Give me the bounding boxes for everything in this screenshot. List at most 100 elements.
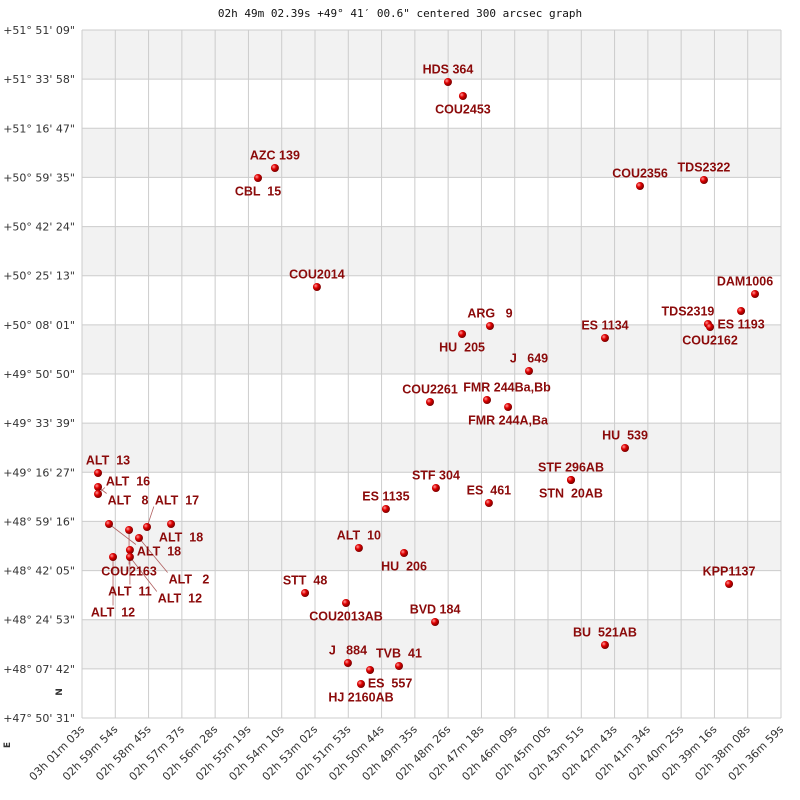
star-label: ALT 18 (137, 545, 181, 559)
y-tick-label: +50° 08' 01" (3, 319, 75, 332)
y-tick-label: +47° 50' 31" (3, 712, 75, 725)
star-label: STF 304 (412, 468, 460, 482)
y-tick-label: +50° 42' 24" (3, 221, 75, 234)
star-point (312, 282, 321, 291)
star-point (342, 599, 351, 608)
star-label: FMR 244A,Ba (468, 413, 549, 427)
star-point (443, 77, 452, 86)
star-label: ES 461 (467, 484, 512, 498)
y-tick-label: +48° 59' 16" (3, 515, 75, 528)
star-label: COU2261 (402, 382, 458, 396)
grey-band (82, 423, 781, 473)
star-label: ES 1134 (581, 318, 628, 332)
grey-band (82, 128, 781, 178)
star-point (94, 469, 103, 478)
star-point (431, 617, 440, 626)
star-label: ES 1135 (362, 489, 409, 503)
star-label: ALT 16 (106, 475, 150, 489)
star-point (105, 520, 114, 529)
star-label: ALT 11 (108, 584, 152, 598)
star-point (706, 322, 715, 331)
star-label: ALT 12 (158, 591, 202, 605)
star-point (254, 173, 263, 182)
star-label: DAM1006 (717, 274, 773, 288)
star-label: TDS2319 (662, 304, 715, 318)
star-point (301, 589, 310, 598)
star-label: HDS 364 (423, 62, 474, 76)
star-point (458, 91, 467, 100)
star-label: ARG 9 (467, 307, 512, 321)
y-tick-label: +50° 59' 35" (3, 171, 75, 184)
star-label: COU2453 (435, 102, 491, 116)
star-point (482, 395, 491, 404)
star-label: FMR 244Ba,Bb (463, 380, 551, 394)
star-point (167, 520, 176, 529)
star-point (504, 402, 513, 411)
y-tick-label: +48° 42' 05" (3, 565, 75, 578)
chart-title: 02h 49m 02.39s +49° 41′ 00.6" centered 3… (218, 7, 582, 20)
star-label: BU 521AB (573, 625, 637, 639)
star-label: COU2162 (682, 333, 738, 347)
star-point (431, 483, 440, 492)
label-leader-line (138, 537, 168, 573)
star-label: ALT 17 (155, 494, 199, 508)
star-point (400, 548, 409, 557)
star-label: BVD 184 (410, 602, 461, 616)
data-points (94, 77, 760, 689)
y-tick-label: +48° 07' 42" (3, 663, 75, 676)
y-tick-label: +49° 50' 50" (3, 368, 75, 381)
star-point (357, 680, 366, 689)
grey-band (82, 324, 781, 374)
star-label: COU2356 (612, 167, 668, 181)
star-label: KPP1137 (703, 564, 756, 578)
star-label: COU2163 (101, 564, 157, 578)
star-label: HJ 2160AB (328, 691, 393, 705)
compass-north-label: N (55, 688, 65, 696)
star-point (484, 499, 493, 508)
star-point (381, 504, 390, 513)
star-point (94, 490, 103, 499)
star-point (343, 658, 352, 667)
star-label: STN 20AB (539, 487, 603, 501)
grey-band (82, 619, 781, 669)
y-tick-label: +49° 33' 39" (3, 417, 75, 430)
star-point (566, 476, 575, 485)
compass-east-label: E (3, 742, 13, 748)
star-label: STF 296AB (538, 461, 604, 475)
star-label: TDS2322 (678, 161, 731, 175)
star-label: J 884 (329, 643, 367, 657)
y-tick-label: +48° 24' 53" (3, 614, 75, 627)
star-point (426, 397, 435, 406)
star-point (366, 665, 375, 674)
label-leader-line (129, 556, 158, 592)
star-label: AZC 139 (250, 148, 300, 162)
grey-band (82, 226, 781, 276)
star-point (94, 483, 103, 492)
star-label: HU 539 (602, 428, 648, 442)
star-label: COU2014 (289, 267, 345, 281)
y-tick-label: +49° 16' 27" (3, 466, 75, 479)
star-label: ES 1193 (717, 317, 764, 331)
star-point (125, 552, 134, 561)
star-point (737, 306, 746, 315)
star-point (725, 579, 734, 588)
star-point (600, 640, 609, 649)
star-point (143, 523, 152, 532)
star-label: ALT 10 (337, 529, 381, 543)
star-label: STT 48 (283, 574, 328, 588)
star-label: ALT 8 (108, 494, 149, 508)
label-leader-line (108, 523, 137, 545)
star-point (600, 333, 609, 342)
star-point (699, 176, 708, 185)
data-labels: HDS 364 COU2453 AZC 139 CBL 15 COU2356 TDS232… (86, 62, 773, 704)
star-label: J 649 (510, 352, 548, 366)
y-axis-ticks: +51° 51' 09" +51° 33' 58" +51° 16' 47" +50°… (3, 24, 75, 725)
star-label: CBL 15 (235, 184, 281, 198)
gridlines (81, 29, 782, 719)
star-point (621, 443, 630, 452)
star-point (109, 552, 118, 561)
y-tick-label: +51° 33' 58" (3, 73, 75, 86)
y-tick-label: +51° 51' 09" (3, 24, 75, 37)
star-label: HU 206 (381, 559, 427, 573)
